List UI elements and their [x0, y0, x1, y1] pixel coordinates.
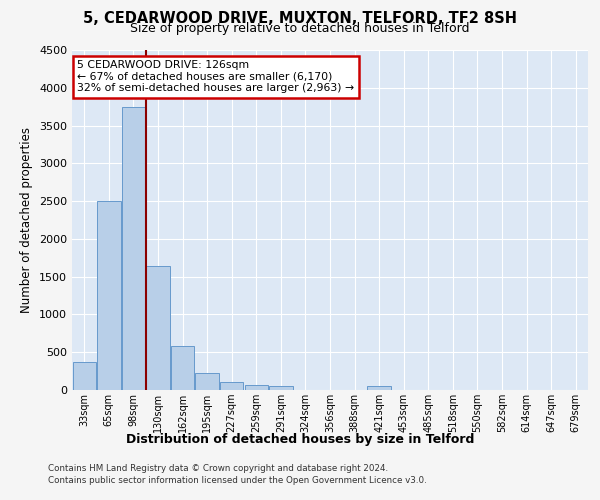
- Y-axis label: Number of detached properties: Number of detached properties: [20, 127, 34, 313]
- Bar: [367, 386, 391, 390]
- Text: Size of property relative to detached houses in Telford: Size of property relative to detached ho…: [130, 22, 470, 35]
- Bar: [171, 346, 194, 390]
- Bar: [269, 386, 293, 390]
- Bar: [196, 373, 219, 390]
- Bar: [97, 201, 121, 390]
- Text: Distribution of detached houses by size in Telford: Distribution of detached houses by size …: [126, 432, 474, 446]
- Text: 5 CEDARWOOD DRIVE: 126sqm
← 67% of detached houses are smaller (6,170)
32% of se: 5 CEDARWOOD DRIVE: 126sqm ← 67% of detac…: [77, 60, 354, 94]
- Bar: [245, 385, 268, 390]
- Bar: [122, 106, 145, 390]
- Bar: [220, 382, 244, 390]
- Bar: [73, 362, 96, 390]
- Text: Contains HM Land Registry data © Crown copyright and database right 2024.: Contains HM Land Registry data © Crown c…: [48, 464, 388, 473]
- Text: 5, CEDARWOOD DRIVE, MUXTON, TELFORD, TF2 8SH: 5, CEDARWOOD DRIVE, MUXTON, TELFORD, TF2…: [83, 11, 517, 26]
- Bar: [146, 266, 170, 390]
- Text: Contains public sector information licensed under the Open Government Licence v3: Contains public sector information licen…: [48, 476, 427, 485]
